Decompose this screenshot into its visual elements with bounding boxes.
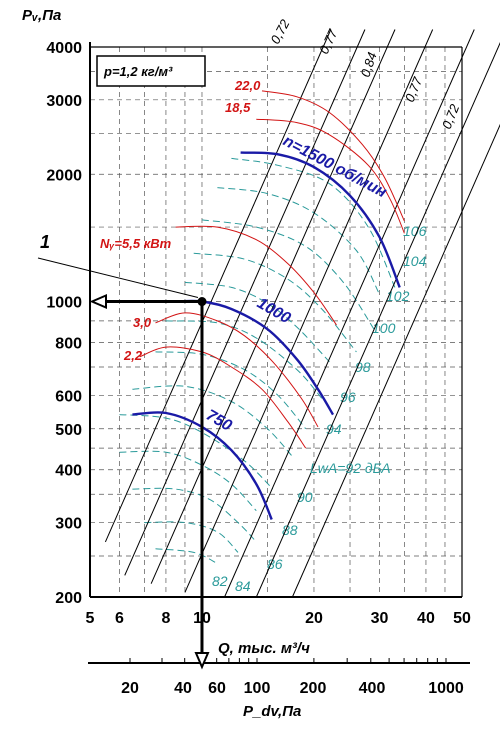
power-label: Nᵧ=5,5 кВт — [100, 236, 172, 251]
sound-level-curve — [132, 487, 257, 543]
y-tick-label: 500 — [55, 422, 82, 439]
sound-level-value: 106 — [403, 223, 427, 239]
marker-label: 1 — [40, 232, 50, 252]
power-curves: 22,0 18,5 Nᵧ=5,5 кВт 3,0 2,2 — [100, 78, 405, 449]
arrow-down-icon — [194, 652, 210, 670]
x2-tick-label: 20 — [121, 680, 139, 697]
sound-level-curve — [201, 219, 375, 330]
y-tick-label: 1000 — [46, 295, 82, 312]
sound-level-curve — [119, 450, 257, 512]
arrow-left-icon — [89, 293, 107, 310]
x2-tick-label: 100 — [244, 680, 271, 697]
x2-tick-label: 200 — [300, 680, 327, 697]
x-tick-label: 50 — [453, 610, 471, 627]
efficiency-label: 0,77 — [402, 74, 426, 104]
sound-level-curve — [231, 157, 396, 288]
density-box — [96, 55, 206, 87]
y-tick-label: 400 — [55, 463, 82, 480]
y-axis-label: Pᵥ,Па — [22, 7, 61, 24]
sound-level-value: 104 — [403, 253, 427, 269]
sound-level-value: 94 — [326, 421, 342, 437]
power-label: 22,0 — [234, 78, 261, 93]
efficiency-ray — [104, 29, 332, 543]
y-tick-label: 300 — [55, 516, 82, 533]
sound-level-curve — [144, 521, 239, 553]
speed-curve — [175, 299, 335, 416]
x-tick-label: 6 — [115, 610, 124, 627]
sound-level-value: 84 — [235, 578, 251, 594]
power-label: 3,0 — [133, 315, 152, 330]
sound-level-curve — [155, 548, 218, 564]
x-axis-label: Q, тыс. м³/ч — [218, 640, 310, 657]
sound-level-value: 86 — [267, 556, 283, 572]
power-curve — [155, 312, 319, 428]
sound-level-value: 88 — [282, 522, 298, 538]
efficiency-label: 0,77 — [316, 26, 341, 56]
y-tick-label: 4000 — [46, 40, 82, 57]
power-curve — [175, 225, 337, 326]
x-tick-label: 5 — [86, 610, 95, 627]
x-tick-label: 20 — [305, 610, 323, 627]
x2-axis-label: P_dv,Па — [243, 703, 301, 720]
sound-level-value: 82 — [212, 573, 228, 589]
y-tick-label: 600 — [55, 388, 82, 405]
speed-label: n=1500 об/мин — [280, 133, 389, 202]
sound-level-value: 96 — [340, 389, 356, 405]
efficiency-label: 0,84 — [358, 50, 380, 79]
chart-labels — [37, 257, 210, 670]
efficiency-ray — [184, 29, 434, 593]
speed-curve — [132, 411, 273, 520]
efficiency-label: 0,72 — [439, 101, 463, 131]
y-tick-label: 3000 — [46, 93, 82, 110]
x-tick-label: 40 — [417, 610, 435, 627]
x-tick-label: 30 — [371, 610, 389, 627]
efficiency-ray — [150, 29, 396, 584]
power-curve — [256, 118, 405, 234]
power-curve — [139, 346, 307, 449]
grid-lines — [89, 46, 463, 598]
x2-tick-label: 60 — [208, 680, 226, 697]
sound-level-label: LwA=92 дБА — [310, 460, 391, 476]
sound-level-curve — [155, 351, 307, 430]
x2-tick-label: 1000 — [428, 680, 464, 697]
axes: 200 300 400 500 600 800 1000 2000 3000 4000 5 6 8 102… — [46, 40, 471, 697]
sound-level-curve — [217, 187, 380, 295]
x2-tick-label: 40 — [174, 680, 192, 697]
power-label: 2,2 — [123, 348, 143, 363]
y-tick-label: 200 — [55, 590, 82, 607]
efficiency-ray — [255, 41, 500, 598]
sound-level-value: 100 — [372, 320, 396, 336]
sound-level-value: 90 — [297, 489, 313, 505]
sound-level-curve — [184, 281, 330, 363]
power-curve — [261, 90, 405, 222]
x-tick-label: 8 — [161, 610, 170, 627]
efficiency-label: 0,72 — [267, 16, 292, 46]
efficiency-ray — [291, 123, 500, 598]
y-tick-label: 2000 — [46, 167, 82, 184]
y-tick-label: 800 — [55, 335, 82, 352]
power-label: 18,5 — [225, 100, 251, 115]
efficiency-rays: 0,72 0,77 0,84 0,77 0,72 — [104, 16, 500, 598]
speed-curve — [240, 151, 401, 288]
sound-level-value: 102 — [386, 288, 410, 304]
marker-leader-line — [37, 257, 199, 299]
density-label: p=1,2 кг/м³ — [103, 64, 173, 79]
operating-point-marker — [197, 297, 207, 307]
efficiency-ray — [124, 29, 366, 576]
x2-tick-label: 400 — [359, 680, 386, 697]
sound-level-curve — [193, 252, 357, 353]
